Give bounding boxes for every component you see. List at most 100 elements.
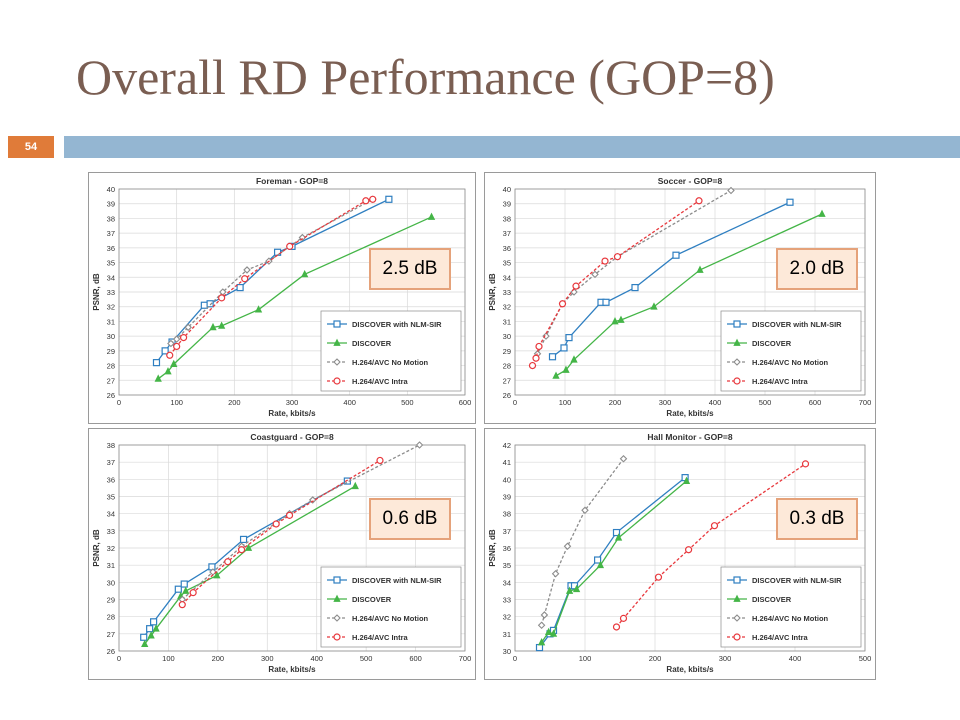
legend-label: H.264/AVC Intra bbox=[352, 377, 409, 386]
data-point bbox=[184, 323, 192, 332]
series-line-h-264-avc-no-motion bbox=[540, 458, 625, 626]
data-point bbox=[596, 560, 605, 569]
data-point bbox=[650, 302, 658, 310]
legend-label: H.264/AVC No Motion bbox=[352, 614, 429, 623]
y-tick-label: 36 bbox=[107, 475, 115, 484]
legend-label: DISCOVER with NLM-SIR bbox=[352, 320, 442, 329]
legend-label: H.264/AVC No Motion bbox=[752, 614, 829, 623]
data-point bbox=[570, 582, 579, 590]
y-tick-label: 28 bbox=[107, 613, 115, 622]
y-tick-label: 38 bbox=[107, 441, 115, 450]
series-h-264-avc-no-motion bbox=[537, 454, 628, 630]
data-point bbox=[542, 332, 550, 340]
data-point bbox=[244, 543, 253, 551]
data-point bbox=[385, 195, 393, 203]
data-point bbox=[152, 359, 161, 367]
y-tick-label: 28 bbox=[503, 362, 511, 371]
data-point bbox=[179, 334, 188, 342]
data-point bbox=[224, 558, 232, 566]
legend-marker bbox=[733, 358, 741, 366]
legend-label: H.264/AVC Intra bbox=[352, 633, 409, 642]
legend-marker bbox=[333, 633, 341, 641]
legend-marker bbox=[733, 594, 741, 602]
x-axis-label: Rate, kbits/s bbox=[666, 409, 714, 418]
y-tick-label: 35 bbox=[107, 259, 115, 268]
series-h-264-avc-no-motion bbox=[528, 186, 735, 370]
legend-marker bbox=[733, 377, 741, 385]
data-point bbox=[161, 347, 169, 355]
data-point bbox=[174, 585, 182, 593]
y-axis-label: PSNR, dB bbox=[92, 529, 101, 567]
data-point bbox=[685, 546, 693, 554]
y-tick-label: 31 bbox=[503, 317, 511, 326]
legend-label: DISCOVER with NLM-SIR bbox=[752, 576, 842, 585]
data-point bbox=[552, 371, 560, 379]
data-point bbox=[362, 197, 370, 205]
page-number-badge: 54 bbox=[8, 136, 54, 158]
legend: DISCOVER with NLM-SIR DISCOVER H.264/AVC N… bbox=[720, 310, 862, 392]
plot-area bbox=[514, 188, 866, 396]
plot-area bbox=[118, 188, 466, 396]
data-point bbox=[619, 454, 628, 463]
y-tick-label: 42 bbox=[503, 441, 511, 450]
x-tick-label: 200 bbox=[212, 654, 225, 663]
data-point bbox=[532, 354, 540, 362]
data-point bbox=[614, 533, 623, 541]
data-point bbox=[540, 611, 549, 619]
header-bar bbox=[64, 136, 960, 158]
data-point bbox=[801, 460, 810, 468]
series-discover-with-nlm-sir bbox=[548, 198, 794, 361]
legend-label: DISCOVER bbox=[752, 595, 792, 604]
legend-label: DISCOVER with NLM-SIR bbox=[752, 320, 842, 329]
y-tick-label: 30 bbox=[107, 332, 115, 341]
x-tick-label: 300 bbox=[719, 654, 732, 663]
data-point bbox=[189, 589, 197, 597]
y-tick-label: 32 bbox=[503, 613, 511, 622]
legend-marker bbox=[733, 576, 741, 584]
data-point bbox=[369, 195, 377, 203]
x-tick-label: 200 bbox=[649, 654, 662, 663]
data-point bbox=[558, 300, 567, 308]
legend-marker bbox=[333, 320, 341, 328]
data-point bbox=[146, 625, 154, 633]
data-point bbox=[565, 586, 574, 594]
y-tick-label: 26 bbox=[107, 647, 115, 656]
data-point bbox=[560, 344, 568, 352]
data-point bbox=[166, 351, 174, 359]
legend-marker bbox=[333, 377, 341, 385]
slide-title: Overall RD Performance (GOP=8) bbox=[76, 49, 775, 105]
data-point bbox=[217, 321, 226, 329]
legend-marker bbox=[733, 320, 741, 328]
y-tick-label: 34 bbox=[503, 273, 511, 282]
y-tick-label: 29 bbox=[107, 347, 115, 356]
data-point bbox=[272, 520, 280, 528]
y-tick-label: 33 bbox=[503, 596, 511, 605]
y-tick-label: 38 bbox=[503, 214, 511, 223]
data-point bbox=[563, 542, 572, 551]
data-point bbox=[167, 339, 175, 348]
legend-label: H.264/AVC Intra bbox=[752, 377, 809, 386]
y-tick-label: 30 bbox=[107, 578, 115, 587]
y-tick-label: 35 bbox=[107, 493, 115, 502]
y-tick-label: 31 bbox=[503, 630, 511, 639]
data-point bbox=[170, 359, 178, 368]
x-tick-label: 200 bbox=[609, 398, 622, 407]
y-tick-label: 33 bbox=[503, 288, 511, 297]
y-tick-label: 34 bbox=[503, 578, 511, 587]
data-point bbox=[682, 476, 691, 484]
x-tick-label: 500 bbox=[360, 654, 373, 663]
data-point bbox=[141, 639, 149, 648]
data-point bbox=[537, 638, 546, 646]
chart-panel-coastguard: 26 27 28 29 30 31 32 33 34 35 36 37 38 0 100 200 300 400 5… bbox=[88, 428, 476, 680]
data-point bbox=[565, 334, 573, 342]
data-point bbox=[140, 633, 148, 641]
data-point bbox=[180, 580, 188, 588]
plot-area bbox=[514, 444, 866, 652]
x-axis-label: Rate, kbits/s bbox=[666, 665, 714, 674]
data-point bbox=[147, 631, 155, 639]
y-tick-label: 33 bbox=[107, 288, 115, 297]
gain-callout-soccer: 2.0 dB bbox=[776, 248, 858, 290]
y-tick-label: 31 bbox=[107, 317, 115, 326]
y-tick-label: 39 bbox=[107, 200, 115, 209]
